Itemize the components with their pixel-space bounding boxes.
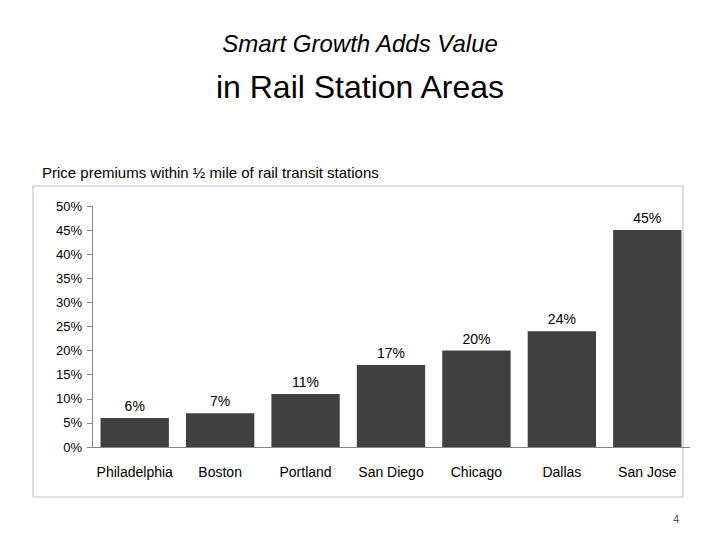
svg-text:7%: 7% <box>210 393 230 409</box>
svg-text:Philadelphia: Philadelphia <box>97 464 173 480</box>
svg-text:5%: 5% <box>63 415 82 430</box>
svg-text:24%: 24% <box>548 311 576 327</box>
svg-text:11%: 11% <box>292 374 319 390</box>
svg-text:20%: 20% <box>462 331 490 347</box>
svg-text:20%: 20% <box>56 343 82 358</box>
svg-text:25%: 25% <box>56 319 82 334</box>
svg-text:15%: 15% <box>56 367 82 382</box>
svg-text:Boston: Boston <box>198 464 242 480</box>
svg-text:0%: 0% <box>63 440 82 455</box>
svg-text:San Diego: San Diego <box>358 464 424 480</box>
svg-text:50%: 50% <box>56 199 82 214</box>
svg-text:Dallas: Dallas <box>542 464 581 480</box>
svg-text:Portland: Portland <box>279 464 331 480</box>
svg-text:45%: 45% <box>633 210 661 226</box>
svg-text:10%: 10% <box>56 391 82 406</box>
svg-text:Smart Growth Adds Value: Smart Growth Adds Value <box>222 30 498 57</box>
svg-text:45%: 45% <box>56 223 82 238</box>
svg-text:4: 4 <box>673 513 679 525</box>
svg-text:30%: 30% <box>56 295 82 310</box>
svg-text:40%: 40% <box>56 247 82 262</box>
svg-text:in Rail Station Areas: in Rail Station Areas <box>216 69 504 105</box>
svg-text:Chicago: Chicago <box>451 464 503 480</box>
svg-text:17%: 17% <box>377 345 405 361</box>
svg-text:6%: 6% <box>125 398 145 414</box>
svg-text:San Jose: San Jose <box>618 464 677 480</box>
svg-text:35%: 35% <box>56 271 82 286</box>
svg-text:Price premiums within ½ mile o: Price premiums within ½ mile of rail tra… <box>42 164 379 181</box>
